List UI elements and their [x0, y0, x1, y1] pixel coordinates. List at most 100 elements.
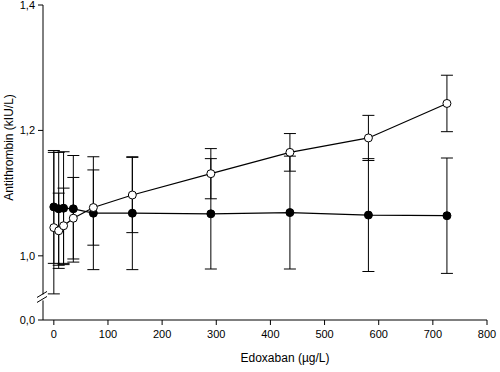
error-bar	[284, 156, 296, 269]
error-cap	[441, 75, 453, 76]
error-cap	[362, 160, 374, 161]
point	[128, 191, 136, 199]
error-bar	[48, 152, 60, 294]
error-cap	[87, 169, 99, 170]
y-tick	[38, 130, 43, 131]
error-cap	[362, 115, 374, 116]
error-cap	[126, 232, 138, 233]
error-bar	[441, 158, 453, 273]
plot-area	[48, 75, 453, 294]
error-bar	[205, 149, 217, 199]
y-axis-label: Antithrombin (kIU/L)	[2, 94, 16, 201]
error-bar	[126, 157, 138, 232]
error-cap	[48, 293, 60, 294]
error-cap	[284, 269, 296, 270]
x-axis	[43, 320, 487, 321]
y-tick-label: 1,0	[20, 250, 35, 262]
error-bar	[67, 177, 79, 259]
error-cap	[67, 155, 79, 156]
error-cap	[284, 133, 296, 134]
x-tick-label: 100	[99, 328, 117, 340]
error-cap	[58, 263, 70, 264]
error-cap	[126, 156, 138, 157]
x-tick	[162, 320, 163, 325]
chart: 0 100 200 300 400 500 600 700 800 0,0 1,0 1,2 1,4 Edo…	[0, 0, 500, 372]
y-tick-label: 1,2	[20, 124, 35, 136]
axis-break	[37, 291, 47, 297]
error-cap	[48, 150, 60, 151]
error-cap	[53, 193, 65, 194]
point	[286, 148, 294, 156]
error-bar	[284, 134, 296, 172]
point	[364, 134, 372, 142]
y-tick-label: 0,0	[20, 314, 35, 326]
x-tick	[107, 320, 108, 325]
error-cap	[126, 269, 138, 270]
error-bar	[87, 157, 99, 270]
error-bar	[362, 159, 374, 272]
point	[69, 214, 77, 222]
x-tick	[270, 320, 271, 325]
x-tick	[324, 320, 325, 325]
x-tick	[53, 320, 54, 325]
y-tick	[38, 320, 43, 321]
x-tick-label: 700	[424, 328, 442, 340]
error-cap	[53, 268, 65, 269]
x-tick-label: 800	[478, 328, 496, 340]
y-tick-label: 1,4	[20, 0, 35, 11]
x-tick	[487, 320, 488, 325]
error-cap	[87, 269, 99, 270]
point	[443, 212, 451, 220]
x-tick-label: 300	[207, 328, 225, 340]
error-cap	[441, 131, 453, 132]
x-tick	[378, 320, 379, 325]
series-line	[54, 207, 447, 216]
error-cap	[58, 188, 70, 189]
error-cap	[205, 198, 217, 199]
x-tick-label: 600	[370, 328, 388, 340]
point	[60, 222, 68, 230]
point	[207, 170, 215, 178]
error-cap	[58, 264, 70, 265]
error-bar	[362, 115, 374, 160]
point	[69, 205, 77, 213]
axis-break-gap	[37, 294, 49, 300]
error-cap	[67, 262, 79, 263]
error-cap	[126, 157, 138, 158]
point	[207, 210, 215, 218]
y-tick	[38, 5, 43, 6]
error-cap	[205, 148, 217, 149]
x-axis-label: Edoxaban (µg/L)	[241, 351, 330, 365]
error-cap	[205, 269, 217, 270]
x-tick-label: 200	[153, 328, 171, 340]
error-bar	[205, 159, 217, 269]
point	[443, 99, 451, 107]
error-cap	[87, 156, 99, 157]
point	[286, 209, 294, 217]
error-bar	[87, 170, 99, 245]
error-bar	[126, 157, 138, 270]
y-axis	[43, 5, 44, 320]
point	[128, 209, 136, 217]
axis-break	[37, 296, 47, 302]
x-tick-label: 400	[261, 328, 279, 340]
error-cap	[67, 258, 79, 259]
error-cap	[284, 171, 296, 172]
error-cap	[362, 271, 374, 272]
point	[60, 204, 68, 212]
error-cap	[87, 245, 99, 246]
error-cap	[67, 177, 79, 178]
x-tick	[432, 320, 433, 325]
y-tick	[38, 255, 43, 256]
x-tick-label: 500	[315, 328, 333, 340]
error-bar	[58, 152, 70, 265]
series-line	[54, 103, 447, 230]
x-tick	[216, 320, 217, 325]
x-tick-label: 0	[51, 328, 57, 340]
point	[364, 211, 372, 219]
error-cap	[48, 152, 60, 153]
error-bar	[58, 188, 70, 263]
error-bar	[441, 75, 453, 131]
error-cap	[441, 273, 453, 274]
error-bar	[67, 156, 79, 263]
